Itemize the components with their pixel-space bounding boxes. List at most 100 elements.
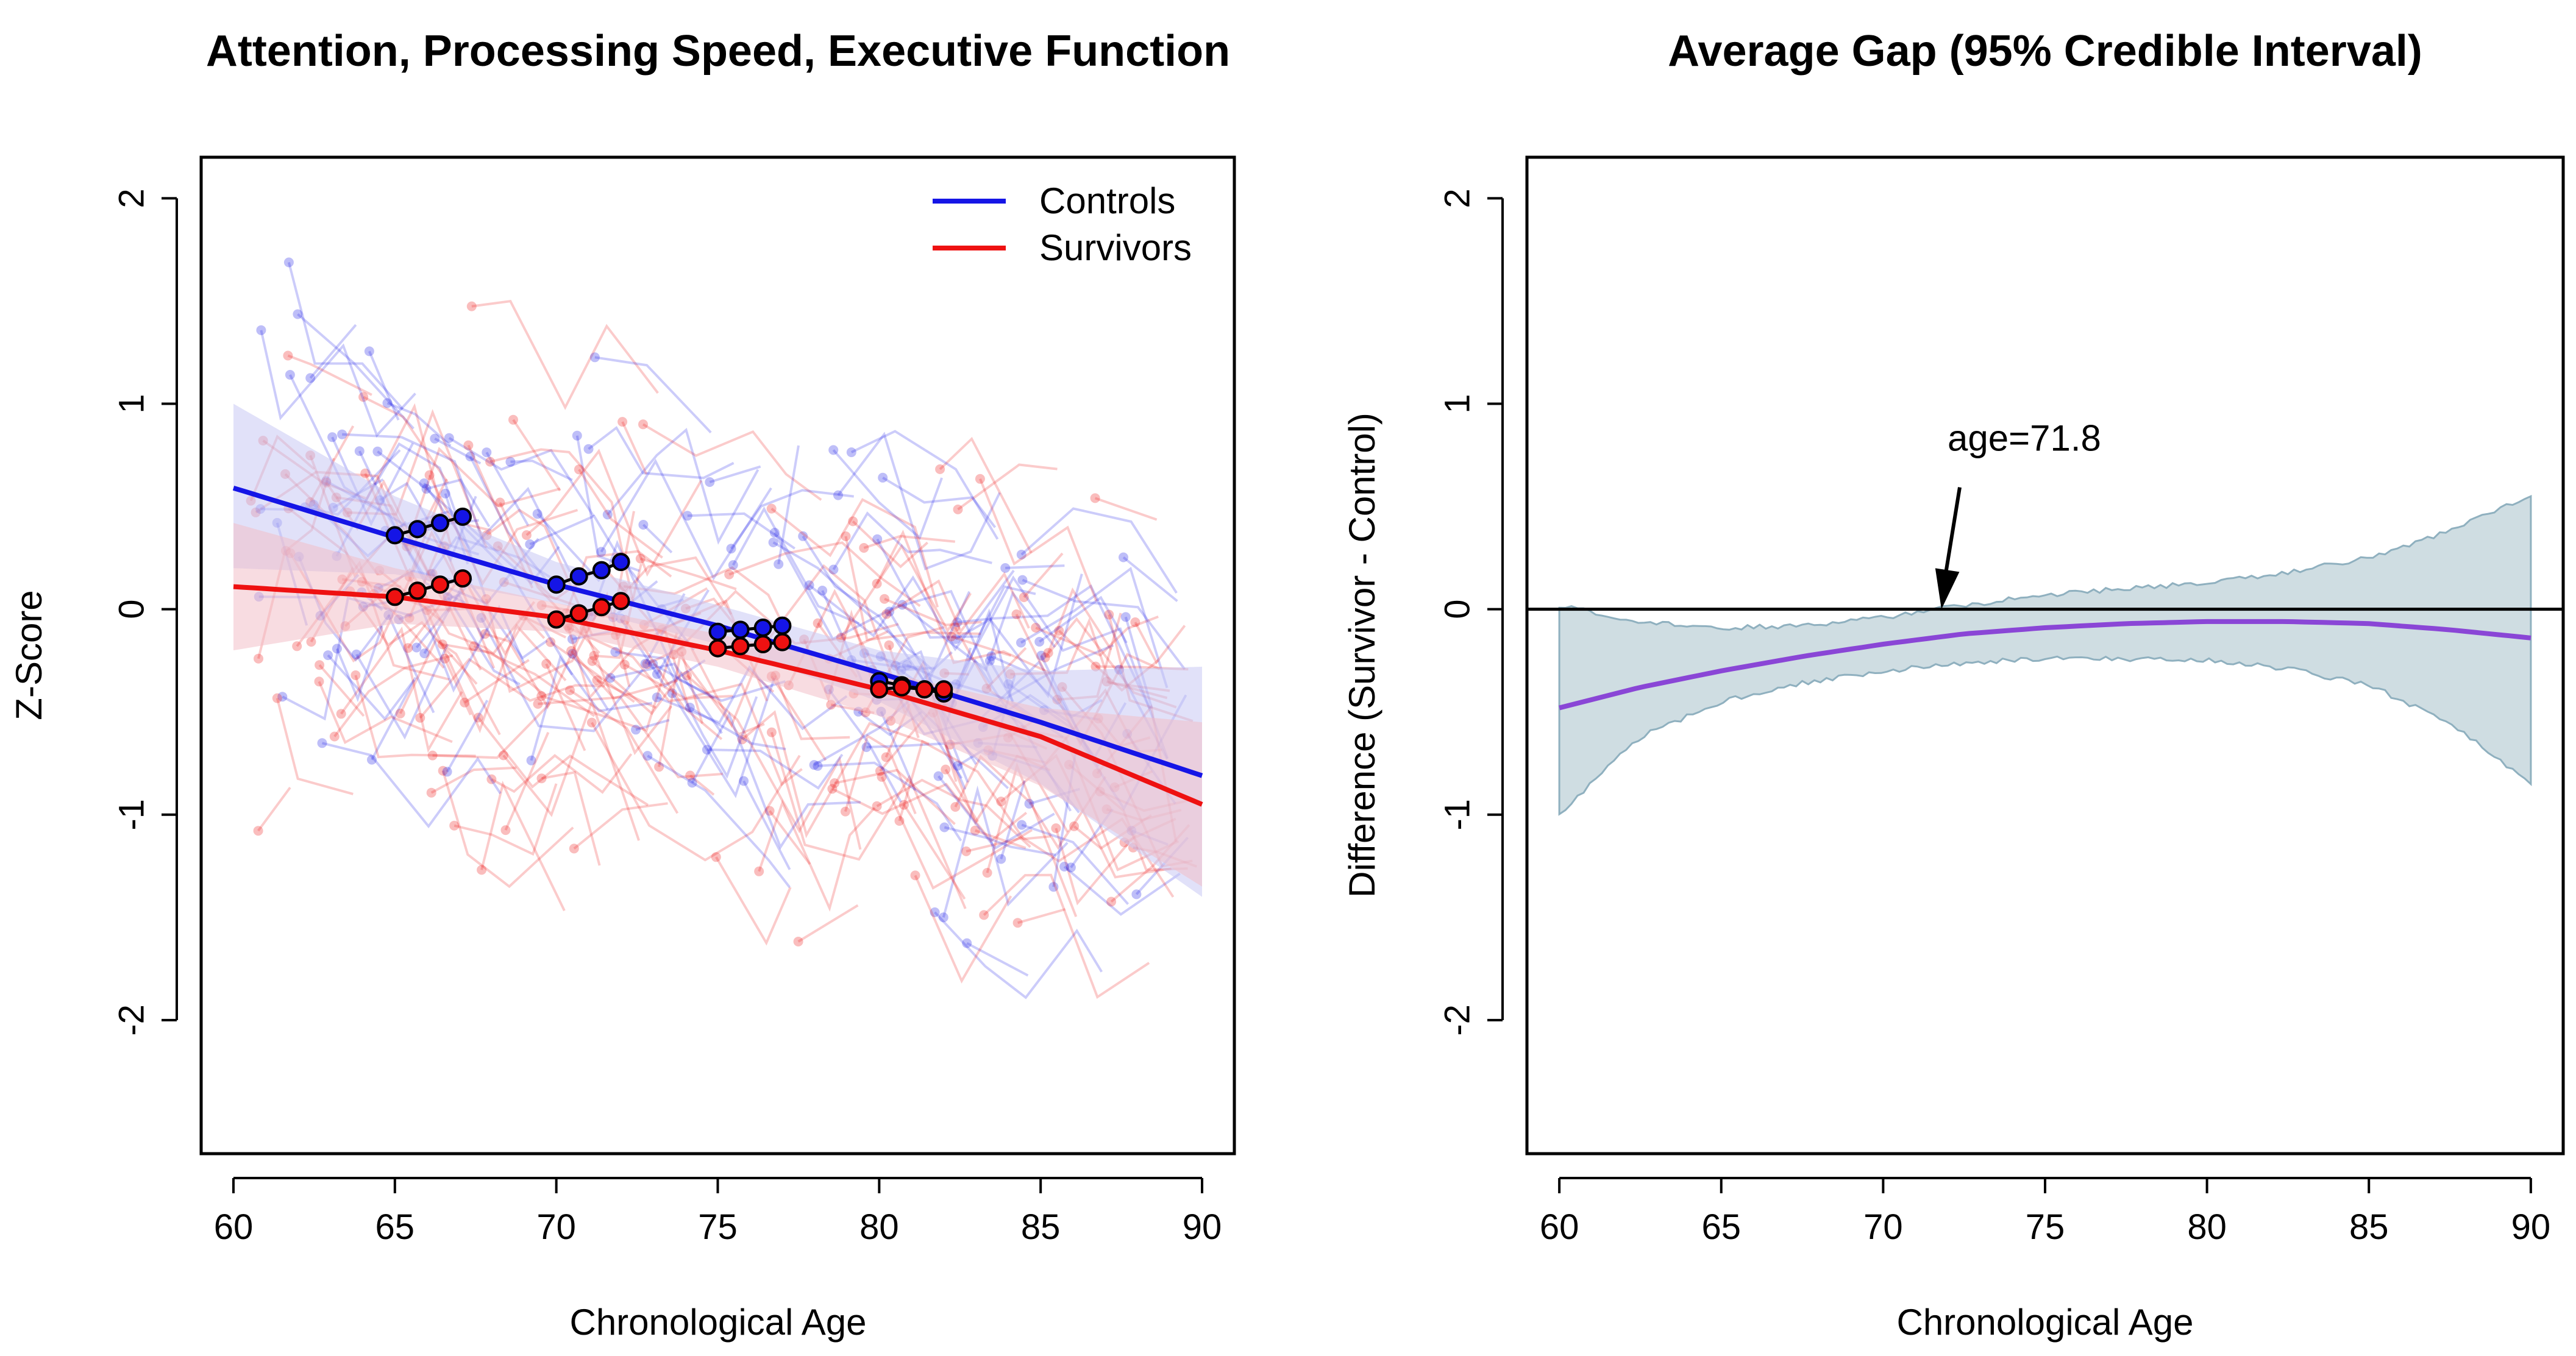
trajectory-point [950,634,961,644]
left-x-axis: 60 65 70 75 80 85 90 [214,1177,1222,1247]
trajectory-line [570,650,678,700]
trajectory-line [530,655,653,761]
trajectory-line [327,654,415,721]
survivors-highlight-point [731,637,750,656]
trajectory-point [427,750,438,761]
trajectory-point [444,433,454,443]
trajectory-line [610,662,723,734]
trajectory-line [464,659,530,704]
trajectory-point [682,511,692,521]
trajectory-point [739,776,749,786]
trajectory-line [536,513,600,582]
controls-highlight-point [731,620,750,639]
trajectory-point [962,938,972,948]
trajectory-line [1000,780,1026,860]
trajectory-line [770,498,939,608]
trajectory-line [914,875,1012,984]
trajectory-point [536,691,547,701]
right-x-tick-label: 60 [1540,1207,1579,1247]
trajectory-point [439,653,450,664]
trajectory-point [426,787,436,798]
trajectory-line [955,584,1151,709]
trajectory-line [1005,564,1065,569]
right-y-tick-label: -2 [1437,1004,1477,1036]
trajectory-line [318,681,453,745]
trajectory-point [533,699,543,709]
trajectory-line [647,754,791,889]
left-plot-frame [199,155,1236,1155]
left-y-axis-label: Z-Score [9,590,49,720]
trajectory-line [709,465,761,483]
trajectory-point [1130,617,1140,627]
trajectory-point [610,647,621,657]
trajectory-line [594,356,712,434]
trajectory-point [938,912,948,923]
trajectory-line [405,447,561,547]
trajectory-line [797,904,859,943]
trajectory-point [565,685,575,695]
trajectory-line [1023,552,1064,598]
right-y-tick-label: 1 [1437,394,1477,413]
trajectory-point [827,784,838,794]
controls-highlight-point [408,520,427,539]
trajectory-line [624,663,803,787]
right-x-tick-label: 75 [2026,1207,2065,1247]
left-highlight-points [385,507,953,703]
trajectory-point [521,530,532,540]
trajectory-point [840,806,850,817]
trajectory-line [850,430,999,540]
survivors-highlight-path [394,577,463,598]
trajectory-point [419,648,430,659]
trajectory-point [769,528,780,538]
trajectory-line [569,627,733,703]
trajectory-line [876,538,1036,639]
trajectory-line [485,610,592,710]
trajectory-line [340,627,463,753]
right-x-tick-label: 80 [2187,1207,2227,1247]
trajectory-line [1020,507,1178,594]
trajectory-point [899,800,909,810]
trajectory-point [809,760,819,770]
survivors-credible-band [233,523,1202,887]
legend-controls-label: Controls [1039,180,1175,221]
trajectory-point [846,447,856,458]
trajectory-line [1094,497,1158,521]
trajectory-point [460,697,470,708]
trajectory-point [950,622,960,633]
trajectory-point [1119,552,1128,563]
survivors-highlight-point [934,680,953,699]
left-panel: Attention, Processing Speed, Executive F… [9,27,1236,1343]
trajectory-point [500,825,511,836]
trajectory-line [769,810,811,865]
trajectory-point [642,659,652,669]
trajectory-point [872,578,882,589]
gap-credible-band [1558,495,2532,816]
trajectory-point [351,649,361,659]
trajectory-point [910,870,920,881]
trajectory-line [309,324,357,379]
trajectory-point [652,692,662,703]
trajectory-line [884,597,982,627]
trajectory-line [386,402,452,447]
trajectory-line [686,674,862,850]
trajectory-point [253,826,263,836]
trajectory-point [1000,563,1011,573]
trajectory-point [875,766,885,776]
left-y-axis: -2 -1 0 1 2 [112,188,178,1036]
trajectory-line [938,775,1055,850]
trajectory-point [305,373,316,383]
trajectory-point [726,544,736,554]
trajectory-point [841,531,851,541]
trajectory-line [550,641,635,703]
trajectory-line [1020,566,1169,689]
trajectory-point [813,761,823,771]
trajectory-line [880,711,917,791]
trajectory-point [583,444,594,454]
trajectory-line [591,660,683,715]
trajectory-point [465,452,475,461]
survivors-highlight-point [431,575,449,594]
left-y-tick-label: -2 [112,1004,151,1036]
trajectory-point [702,745,712,755]
trajectory-line [354,675,476,759]
trajectory-point [897,600,908,610]
